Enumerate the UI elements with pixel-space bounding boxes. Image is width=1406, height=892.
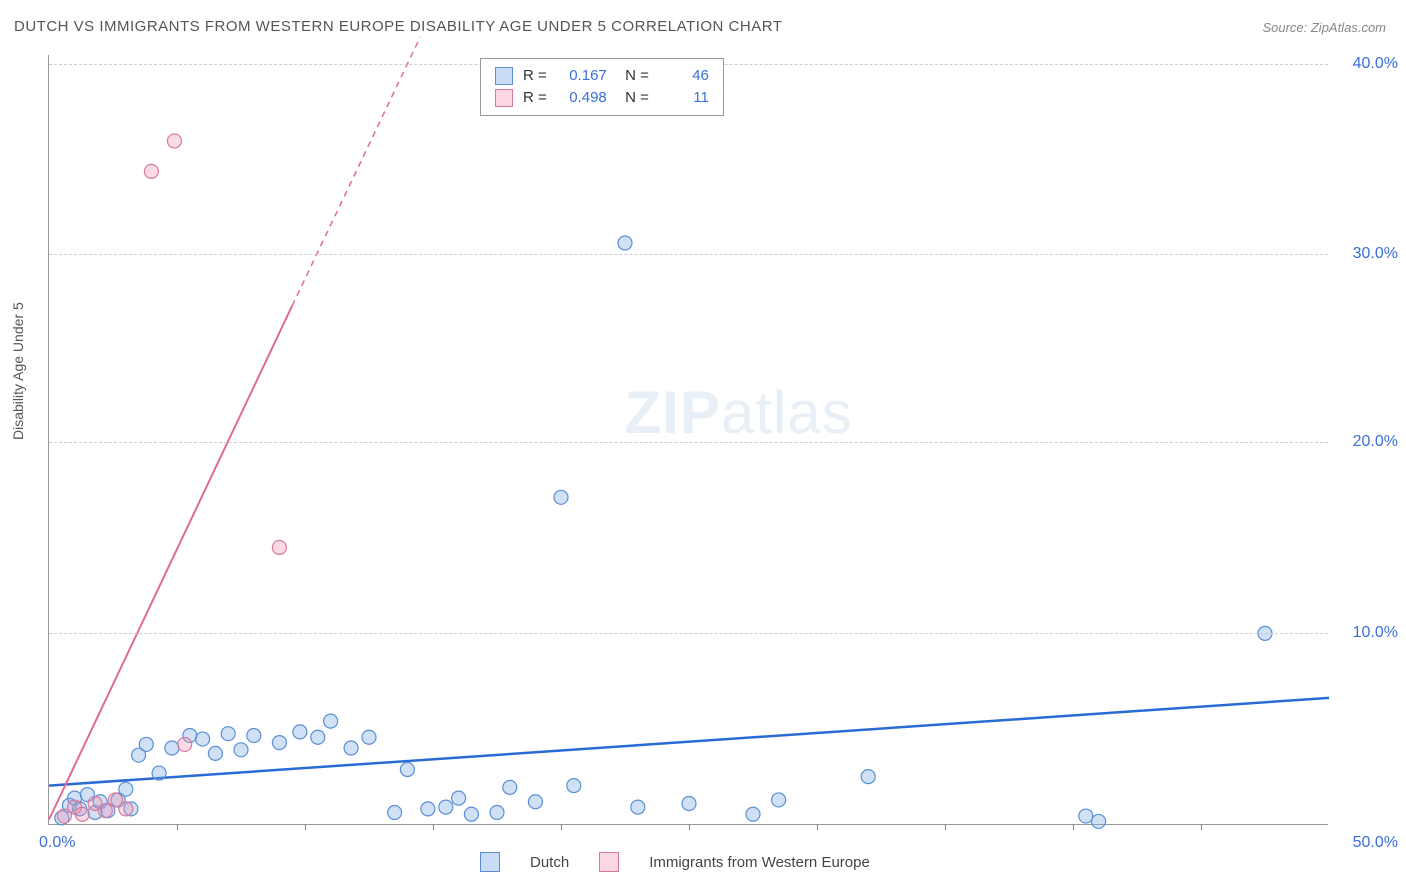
data-point (75, 807, 89, 821)
y-tick-label: 20.0% (1353, 433, 1398, 451)
legend-r-label: R = (523, 87, 547, 109)
grid-line (49, 254, 1328, 255)
data-point (311, 730, 325, 744)
x-first-tick-label: 0.0% (39, 834, 75, 852)
data-point (400, 762, 414, 776)
data-point (167, 134, 181, 148)
data-point (503, 780, 517, 794)
data-point (554, 490, 568, 504)
data-point (196, 732, 210, 746)
data-point (344, 741, 358, 755)
data-point (221, 727, 235, 741)
plot-area: ZIPatlas 0.0% 50.0% 10.0%20.0%30.0%40.0% (48, 55, 1328, 825)
x-tick (1073, 824, 1074, 830)
y-axis-label: Disability Age Under 5 (10, 302, 26, 440)
data-point (272, 736, 286, 750)
data-point (490, 805, 504, 819)
data-point (746, 807, 760, 821)
grid-line (49, 442, 1328, 443)
legend-n-value: 46 (659, 65, 709, 87)
data-point (234, 743, 248, 757)
source-label: Source: ZipAtlas.com (1262, 20, 1386, 35)
data-point (247, 728, 261, 742)
data-point (772, 793, 786, 807)
x-tick (433, 824, 434, 830)
x-tick (561, 824, 562, 830)
data-point (208, 746, 222, 760)
data-point (272, 540, 286, 554)
data-point (861, 770, 875, 784)
x-tick (945, 824, 946, 830)
data-point (98, 804, 112, 818)
x-tick (689, 824, 690, 830)
data-point (362, 730, 376, 744)
data-point (144, 164, 158, 178)
legend-n-value: 11 (659, 87, 709, 109)
x-tick (817, 824, 818, 830)
y-tick-label: 10.0% (1353, 624, 1398, 642)
data-point (682, 797, 696, 811)
legend-r-label: R = (523, 65, 547, 87)
data-point (464, 807, 478, 821)
data-point (567, 779, 581, 793)
legend-swatch (599, 852, 619, 872)
x-tick (305, 824, 306, 830)
data-point (139, 737, 153, 751)
chart-title: DUTCH VS IMMIGRANTS FROM WESTERN EUROPE … (14, 18, 782, 35)
data-point (152, 766, 166, 780)
legend-series: Dutch Immigrants from Western Europe (480, 852, 870, 872)
data-point (1092, 814, 1106, 828)
legend-n-label: N = (617, 87, 649, 109)
x-tick (177, 824, 178, 830)
data-point (119, 802, 133, 816)
legend-r-value: 0.167 (557, 65, 607, 87)
data-point (452, 791, 466, 805)
x-last-tick-label: 50.0% (1353, 834, 1398, 852)
data-point (631, 800, 645, 814)
y-tick-label: 30.0% (1353, 245, 1398, 263)
legend-rn-row: R = 0.167 N = 46 (495, 65, 709, 87)
data-point (1079, 809, 1093, 823)
legend-series-label: Immigrants from Western Europe (649, 854, 870, 871)
data-point (388, 805, 402, 819)
data-point (618, 236, 632, 250)
legend-swatch (480, 852, 500, 872)
grid-line (49, 633, 1328, 634)
data-point (439, 800, 453, 814)
legend-series-label: Dutch (530, 854, 569, 871)
x-tick (1201, 824, 1202, 830)
legend-swatch (495, 67, 513, 85)
data-point (165, 741, 179, 755)
data-point (421, 802, 435, 816)
data-point (119, 782, 133, 796)
scatter-svg (49, 55, 1329, 825)
legend-swatch (495, 89, 513, 107)
data-point (178, 737, 192, 751)
data-point (293, 725, 307, 739)
legend-n-label: N = (617, 65, 649, 87)
data-point (324, 714, 338, 728)
y-tick-label: 40.0% (1353, 55, 1398, 73)
legend-rn-row: R = 0.498 N = 11 (495, 87, 709, 109)
legend-r-value: 0.498 (557, 87, 607, 109)
legend-correlation-box: R = 0.167 N = 46 R = 0.498 N = 11 (480, 58, 724, 116)
trend-line-immigrants-extrapolated (292, 37, 420, 306)
data-point (528, 795, 542, 809)
trend-line-dutch (49, 698, 1329, 786)
